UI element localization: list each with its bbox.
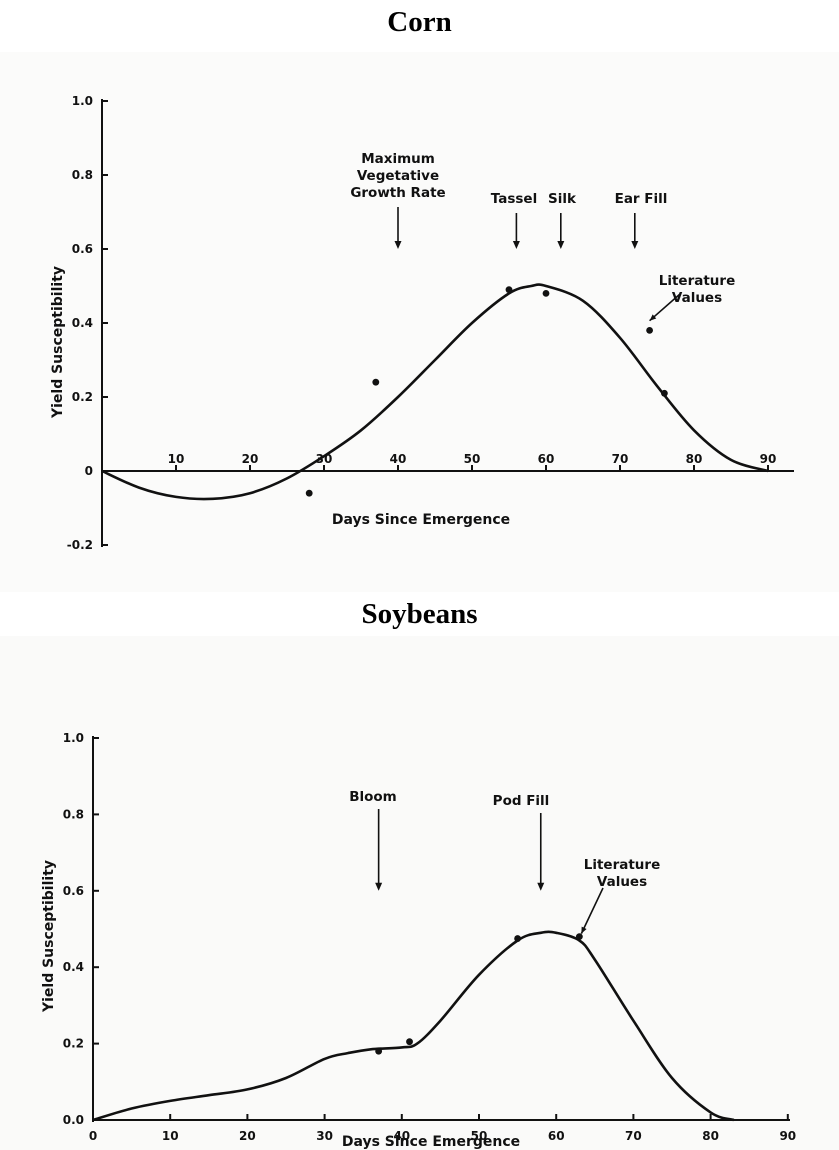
x-tick-label: 0 <box>89 1129 97 1143</box>
y-axis-title: Yield Susceptibility <box>50 266 66 419</box>
x-tick-label: 70 <box>625 1129 642 1143</box>
annotation-arrowhead <box>631 241 639 249</box>
literature-value-point <box>646 327 653 334</box>
soybeans-chart-panel: 0.0 0.2 0.4 0.6 0.8 1.0 0 10 20 30 40 50 60 70 80 90 Day… <box>0 636 839 1150</box>
x-tick-label: 60 <box>548 1129 565 1143</box>
x-tick-label: 30 <box>316 452 333 466</box>
x-tick-label: 20 <box>239 1129 256 1143</box>
x-tick-label: 40 <box>390 452 407 466</box>
annotation-label: Literature <box>659 273 736 289</box>
x-tick-label: 40 <box>393 1129 410 1143</box>
annotation-label: Vegetative <box>357 168 439 184</box>
annotation-label: Maximum <box>361 151 435 167</box>
x-tick-label: 50 <box>464 452 481 466</box>
annotation-arrow <box>649 293 681 322</box>
x-axis-title: Days Since Emergence <box>342 1134 520 1150</box>
annotation-label: Pod Fill <box>493 793 550 809</box>
y-tick-label: 1.0 <box>72 94 93 108</box>
x-tick-label: 90 <box>779 1129 796 1143</box>
x-tick-label: 10 <box>162 1129 179 1143</box>
x-tick-label: 60 <box>538 452 555 466</box>
literature-value-point <box>406 1038 413 1046</box>
x-tick-label: 50 <box>471 1129 488 1143</box>
literature-value-point <box>372 378 380 386</box>
y-tick-label: 0.2 <box>63 1037 84 1051</box>
y-tick-label: 0.4 <box>63 960 84 974</box>
annotation-label: Bloom <box>349 789 397 805</box>
annotation-label: Silk <box>548 191 577 207</box>
annotation-arrowhead <box>557 241 565 249</box>
y-tick-label: 0 <box>85 464 93 478</box>
x-axis-title: Days Since Emergence <box>332 512 510 528</box>
annotation-arrowhead <box>512 241 520 249</box>
annotation-arrow <box>580 887 604 934</box>
corn-chart-title: Corn <box>387 6 452 38</box>
literature-value-point <box>505 286 513 294</box>
x-tick-label: 70 <box>612 452 629 466</box>
annotation-arrowhead <box>537 882 545 891</box>
literature-value-point <box>542 290 550 297</box>
literature-value-point <box>661 389 668 397</box>
x-tick-label: 80 <box>686 452 703 466</box>
literature-value-point <box>305 489 313 497</box>
literature-value-point <box>514 935 521 942</box>
y-tick-label: 0.8 <box>63 807 84 821</box>
annotation-arrowhead <box>375 882 383 891</box>
soybeans-chart-title: Soybeans <box>361 598 478 630</box>
susceptibility-curve <box>92 930 735 1122</box>
annotation-label: Values <box>597 874 647 890</box>
annotation-arrowhead <box>649 314 657 321</box>
corn-chart: -0.2 0 0.2 0.4 0.6 0.8 1.0 10 20 30 40 50 60 70 80 90 Da… <box>50 94 794 552</box>
annotation-label: Growth Rate <box>350 185 445 201</box>
x-tick-label: 20 <box>242 452 259 466</box>
y-tick-label: 1.0 <box>63 731 84 745</box>
annotation-label: Ear Fill <box>615 191 668 207</box>
x-tick-label: 30 <box>316 1129 333 1143</box>
literature-value-point <box>375 1047 383 1055</box>
annotation-label: Tassel <box>491 191 537 207</box>
x-tick-label: 80 <box>702 1129 719 1143</box>
y-tick-label: 0.6 <box>63 884 84 898</box>
annotation-arrowhead <box>394 241 402 249</box>
annotation-arrowhead <box>581 926 587 934</box>
y-tick-label: -0.2 <box>67 538 93 552</box>
susceptibility-curve <box>101 283 769 501</box>
annotation-label: Values <box>672 290 722 306</box>
literature-value-point <box>575 933 583 941</box>
x-tick-label: 10 <box>168 452 185 466</box>
soybeans-chart: 0.0 0.2 0.4 0.6 0.8 1.0 0 10 20 30 40 50 60 70 80 90 Day… <box>41 731 796 1150</box>
corn-chart-panel: -0.2 0 0.2 0.4 0.6 0.8 1.0 10 20 30 40 50 60 70 80 90 Da… <box>0 52 839 592</box>
annotation-label: Literature <box>584 857 661 873</box>
y-axis-title: Yield Susceptibility <box>41 860 57 1013</box>
y-tick-label: 0.4 <box>72 316 93 330</box>
y-tick-label: 0.8 <box>72 168 93 182</box>
x-tick-label: 90 <box>760 452 777 466</box>
y-tick-label: 0.6 <box>72 242 93 256</box>
y-tick-label: 0.0 <box>63 1113 84 1127</box>
y-tick-label: 0.2 <box>72 390 93 404</box>
